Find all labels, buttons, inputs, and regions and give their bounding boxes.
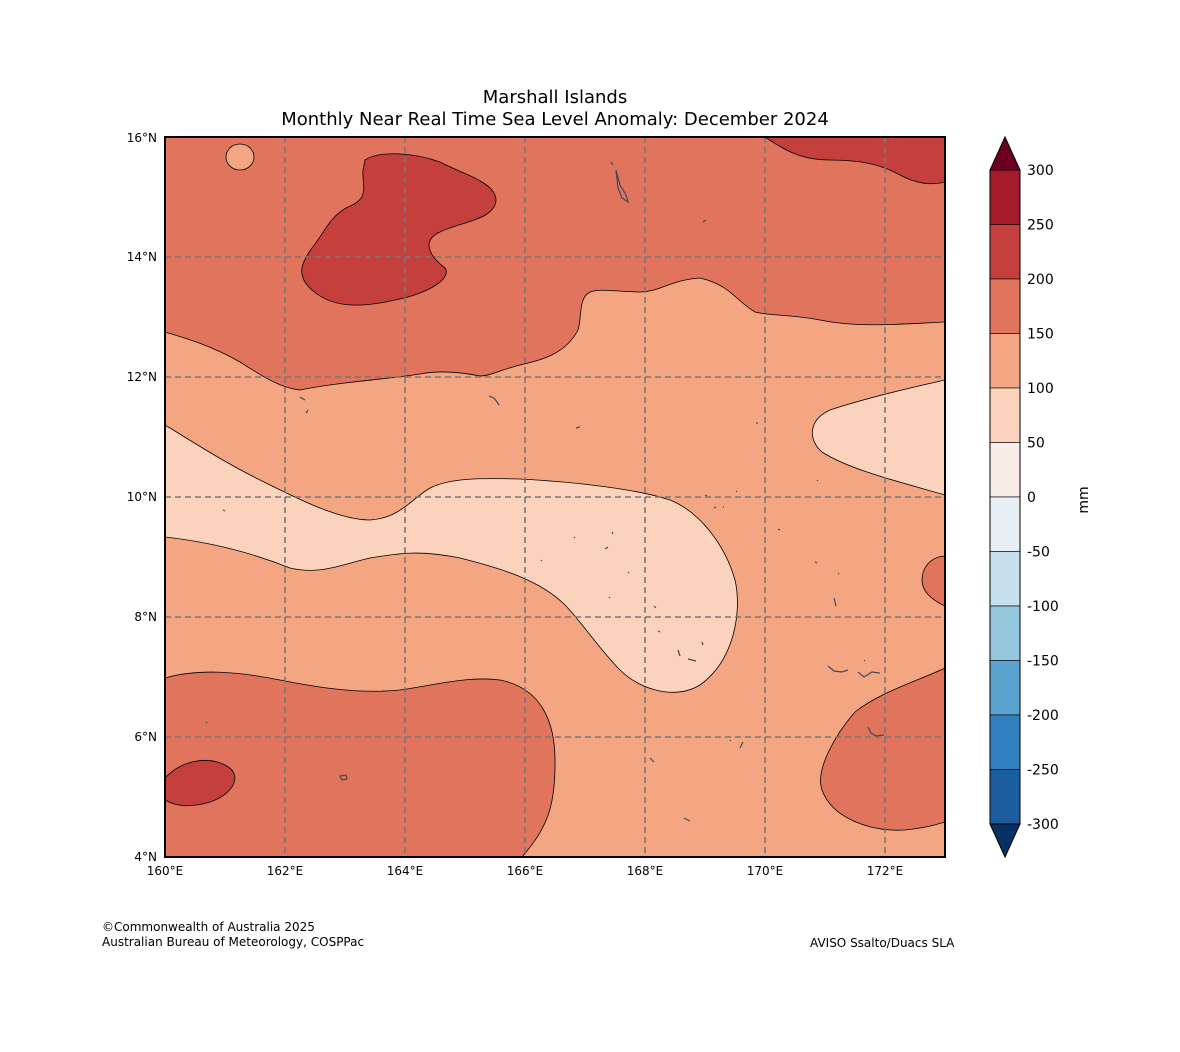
x-tick-label: 170°E — [747, 864, 784, 878]
colorbar-tick-label: -150 — [1027, 654, 1059, 670]
map-title: Marshall Islands — [482, 87, 628, 108]
colorbar-tick-label: 300 — [1027, 163, 1054, 179]
colorbar-segment — [989, 278, 1021, 334]
colorbar-segment — [989, 769, 1021, 825]
colorbar-tick-label: -200 — [1027, 708, 1059, 724]
colorbar-segment — [989, 714, 1021, 770]
band-150-200-southwest — [165, 671, 556, 857]
band-200-250-northeast — [764, 137, 945, 185]
islands — [205, 161, 885, 822]
colorbar-segment — [989, 660, 1021, 716]
colorbar-tick-label: 150 — [1027, 327, 1054, 343]
copyright-credit: ©Commonwealth of Australia 2025 — [102, 920, 315, 934]
y-tick-label: 8°N — [134, 610, 157, 624]
y-tick-label: 16°N — [127, 131, 157, 145]
data-source: AVISO Ssalto/Duacs SLA — [810, 936, 955, 950]
x-tick-label: 166°E — [507, 864, 544, 878]
colorbar-tick-label: -100 — [1027, 599, 1059, 615]
band-200-250-north — [301, 153, 497, 306]
colorbar-tick-label: 100 — [1027, 381, 1054, 397]
y-tick-label: 12°N — [127, 370, 157, 384]
colorbar-segment — [989, 496, 1021, 552]
colorbar-segment — [989, 387, 1021, 443]
band-150-200-east — [921, 555, 945, 607]
colorbar-tick-label: -300 — [1027, 817, 1059, 833]
y-tick-label: 6°N — [134, 730, 157, 744]
colorbar-tick-label: -250 — [1027, 763, 1059, 779]
colorbar-tick-label: 50 — [1027, 436, 1045, 452]
colorbar-segment — [989, 551, 1021, 607]
band-200-250-southwest — [165, 759, 236, 806]
x-tick-label: 162°E — [267, 864, 304, 878]
colorbar-tick-label: 250 — [1027, 218, 1054, 234]
colorbar-segment — [989, 224, 1021, 280]
band-50-100-east — [812, 379, 945, 496]
y-tick-label: 14°N — [127, 250, 157, 264]
x-tick-label: 168°E — [627, 864, 664, 878]
colorbar-under-triangle — [989, 823, 1021, 859]
colorbar-tick-label: 0 — [1027, 490, 1036, 506]
x-tick-label: 164°E — [387, 864, 424, 878]
colorbar-segments — [989, 169, 1021, 825]
colorbar-segment — [989, 442, 1021, 498]
anomaly-field — [165, 137, 945, 857]
colorbar-unit-label: mm — [1076, 486, 1092, 513]
band-50-100-central — [165, 424, 738, 693]
colorbar-segment — [989, 333, 1021, 389]
y-tick-label: 10°N — [127, 490, 157, 504]
band-150-200-southeast — [820, 667, 945, 831]
agency-credit: Australian Bureau of Meteorology, COSPPa… — [102, 935, 365, 949]
x-tick-label: 172°E — [867, 864, 904, 878]
colorbar-tick-label: -50 — [1027, 545, 1050, 561]
map-frame — [164, 136, 946, 858]
colorbar-tick-label: 200 — [1027, 272, 1054, 288]
y-tick-label: 4°N — [134, 850, 157, 864]
map-subtitle: Monthly Near Real Time Sea Level Anomaly… — [281, 109, 829, 130]
x-tick-label: 160°E — [147, 864, 184, 878]
colorbar: 300 250 200 150 100 50 0 -50 -100 -150 -200 -250 -30… — [989, 135, 1092, 859]
band-100-150-northwest — [225, 143, 255, 171]
colorbar-over-triangle — [989, 135, 1021, 171]
colorbar-segment — [989, 605, 1021, 661]
colorbar-segment — [989, 169, 1021, 225]
graticule — [165, 137, 945, 857]
